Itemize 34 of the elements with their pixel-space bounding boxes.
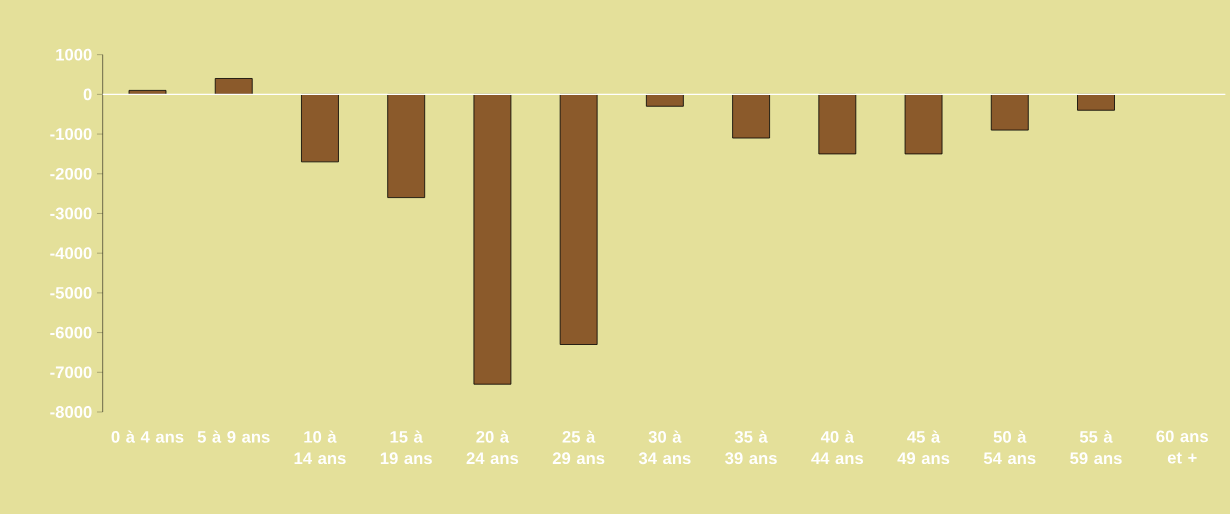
y-tick-label: 1000 (56, 48, 92, 61)
x-tick-label: 15 à 19 ans (380, 430, 432, 465)
y-tick-label: -2000 (50, 167, 92, 180)
y-tick-label: -3000 (50, 207, 92, 220)
x-tick-label: 10 à 14 ans (294, 430, 346, 465)
bar (559, 93, 598, 345)
bar (387, 93, 426, 198)
y-tick-label: -1000 (50, 128, 92, 140)
x-tick-label: 20 à 24 ans (466, 430, 519, 465)
x-tick-label: 40 à 44 ans (811, 430, 864, 465)
x-tick-label: 5 à 9 ans (197, 430, 270, 443)
x-tick-label: 55 à 59 ans (1070, 430, 1122, 465)
bar (732, 93, 770, 139)
y-tick-label: -7000 (50, 366, 92, 379)
bar (473, 93, 512, 385)
y-tick-label: -8000 (50, 406, 92, 418)
bar (301, 93, 339, 163)
x-tick-label: 35 à 39 ans (725, 430, 777, 465)
bar (645, 93, 684, 107)
bar (818, 93, 857, 155)
bar (1077, 93, 1115, 111)
bar (990, 93, 1029, 131)
bar (214, 78, 253, 95)
x-tick-label: 60 ans et + (1156, 430, 1208, 464)
x-tick-label: 45 à 49 ans (897, 430, 950, 465)
y-tick-label: -5000 (50, 287, 92, 299)
y-tick-label: -6000 (50, 326, 92, 339)
y-tick-label: -4000 (50, 247, 92, 260)
x-tick-label: 50 à 54 ans (983, 430, 1036, 465)
bar (904, 93, 943, 155)
x-tick-label: 25 à 29 ans (552, 430, 605, 465)
y-tick-label: 0 (83, 88, 92, 101)
x-tick-label: 30 à 34 ans (638, 430, 691, 465)
x-tick-label: 0 à 4 ans (111, 430, 184, 443)
